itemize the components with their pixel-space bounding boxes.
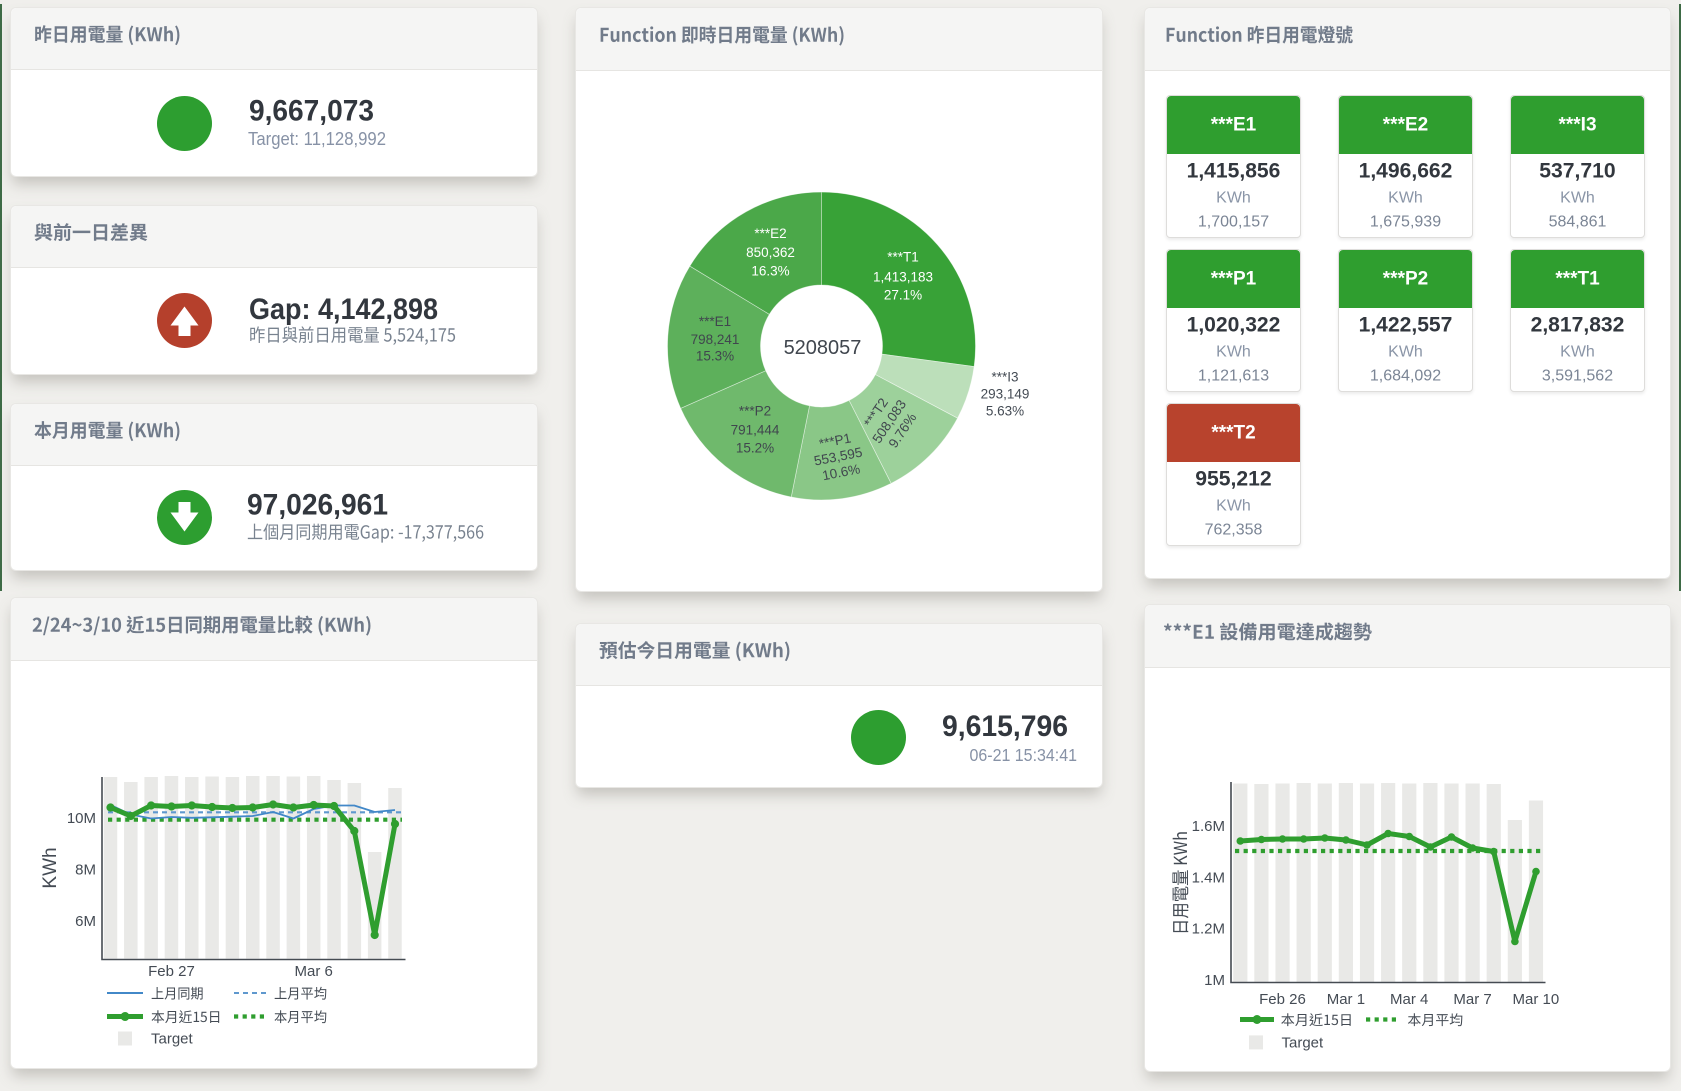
svg-text:KWh: KWh <box>1560 344 1595 361</box>
svg-text:06-21 15:34:41: 06-21 15:34:41 <box>970 745 1078 765</box>
svg-text:1,415,856: 1,415,856 <box>1187 160 1281 183</box>
svg-text:Feb 26: Feb 26 <box>1259 991 1306 1008</box>
svg-text:955,212: 955,212 <box>1195 468 1271 491</box>
svg-text:Mar 10: Mar 10 <box>1513 991 1560 1008</box>
svg-text:762,358: 762,358 <box>1205 522 1263 539</box>
svg-text:1,020,322: 1,020,322 <box>1187 314 1281 337</box>
svg-text:Target: 11,128,992: Target: 11,128,992 <box>248 128 386 149</box>
svg-text:***E1: ***E1 <box>699 314 731 329</box>
svg-text:1M: 1M <box>1204 972 1225 989</box>
svg-text:***P1: ***P1 <box>1211 269 1257 290</box>
svg-text:584,861: 584,861 <box>1549 214 1607 231</box>
svg-text:798,241: 798,241 <box>691 332 740 347</box>
svg-text:***T1: ***T1 <box>887 250 919 265</box>
svg-text:KWh: KWh <box>1560 190 1595 207</box>
svg-text:***E2: ***E2 <box>1383 115 1428 136</box>
svg-text:***T2: ***T2 <box>1211 423 1255 444</box>
svg-text:Mar 6: Mar 6 <box>295 963 333 980</box>
svg-text:KWh: KWh <box>1216 344 1251 361</box>
svg-text:1,121,613: 1,121,613 <box>1198 368 1269 385</box>
svg-text:Target: Target <box>1282 1035 1325 1052</box>
svg-text:KWh: KWh <box>1388 344 1423 361</box>
svg-text:Mar 4: Mar 4 <box>1390 991 1428 1008</box>
svg-text:***E1: ***E1 <box>1211 115 1257 136</box>
svg-text:16.3%: 16.3% <box>751 264 789 279</box>
svg-text:537,710: 537,710 <box>1539 160 1615 183</box>
svg-text:***E2: ***E2 <box>754 226 786 241</box>
svg-text:Gap: 4,142,898: Gap: 4,142,898 <box>249 293 438 326</box>
svg-text:1.4M: 1.4M <box>1192 869 1225 886</box>
svg-text:97,026,961: 97,026,961 <box>247 489 388 522</box>
svg-text:9,667,073: 9,667,073 <box>249 95 374 128</box>
svg-text:27.1%: 27.1% <box>884 288 922 303</box>
svg-text:KWh: KWh <box>40 847 61 888</box>
svg-text:KWh: KWh <box>1388 190 1423 207</box>
svg-text:3,591,562: 3,591,562 <box>1542 368 1613 385</box>
svg-text:1,675,939: 1,675,939 <box>1370 214 1441 231</box>
svg-text:***I3: ***I3 <box>991 370 1018 385</box>
svg-text:Feb 27: Feb 27 <box>148 963 195 980</box>
svg-text:10.6%: 10.6% <box>821 461 861 483</box>
svg-text:15.3%: 15.3% <box>696 349 734 364</box>
svg-text:Mar 1: Mar 1 <box>1327 991 1365 1008</box>
svg-text:5.63%: 5.63% <box>986 404 1024 419</box>
svg-text:1,684,092: 1,684,092 <box>1370 368 1441 385</box>
svg-text:***T1: ***T1 <box>1555 269 1600 290</box>
svg-text:8M: 8M <box>75 862 96 879</box>
svg-text:850,362: 850,362 <box>746 245 795 260</box>
svg-text:***P2: ***P2 <box>739 404 771 419</box>
svg-text:***I3: ***I3 <box>1558 115 1596 136</box>
svg-text:5208057: 5208057 <box>784 337 862 359</box>
svg-text:6M: 6M <box>75 913 96 930</box>
svg-text:1,700,157: 1,700,157 <box>1198 214 1269 231</box>
svg-text:1.2M: 1.2M <box>1192 921 1225 938</box>
svg-text:Mar 7: Mar 7 <box>1453 991 1491 1008</box>
svg-text:1,413,183: 1,413,183 <box>873 270 933 285</box>
svg-text:2,817,832: 2,817,832 <box>1531 314 1625 337</box>
svg-text:***P1: ***P1 <box>818 430 853 451</box>
svg-text:***P2: ***P2 <box>1383 269 1428 290</box>
svg-text:1,422,557: 1,422,557 <box>1359 314 1453 337</box>
svg-text:9,615,796: 9,615,796 <box>942 710 1068 743</box>
svg-text:293,149: 293,149 <box>981 387 1030 402</box>
svg-text:1.6M: 1.6M <box>1192 818 1225 835</box>
svg-text:15.2%: 15.2% <box>736 441 774 456</box>
svg-text:791,444: 791,444 <box>731 423 780 438</box>
svg-text:KWh: KWh <box>1216 190 1251 207</box>
svg-text:1,496,662: 1,496,662 <box>1359 160 1453 183</box>
svg-text:10M: 10M <box>67 810 96 827</box>
svg-text:Target: Target <box>151 1031 194 1048</box>
svg-text:KWh: KWh <box>1216 498 1251 515</box>
